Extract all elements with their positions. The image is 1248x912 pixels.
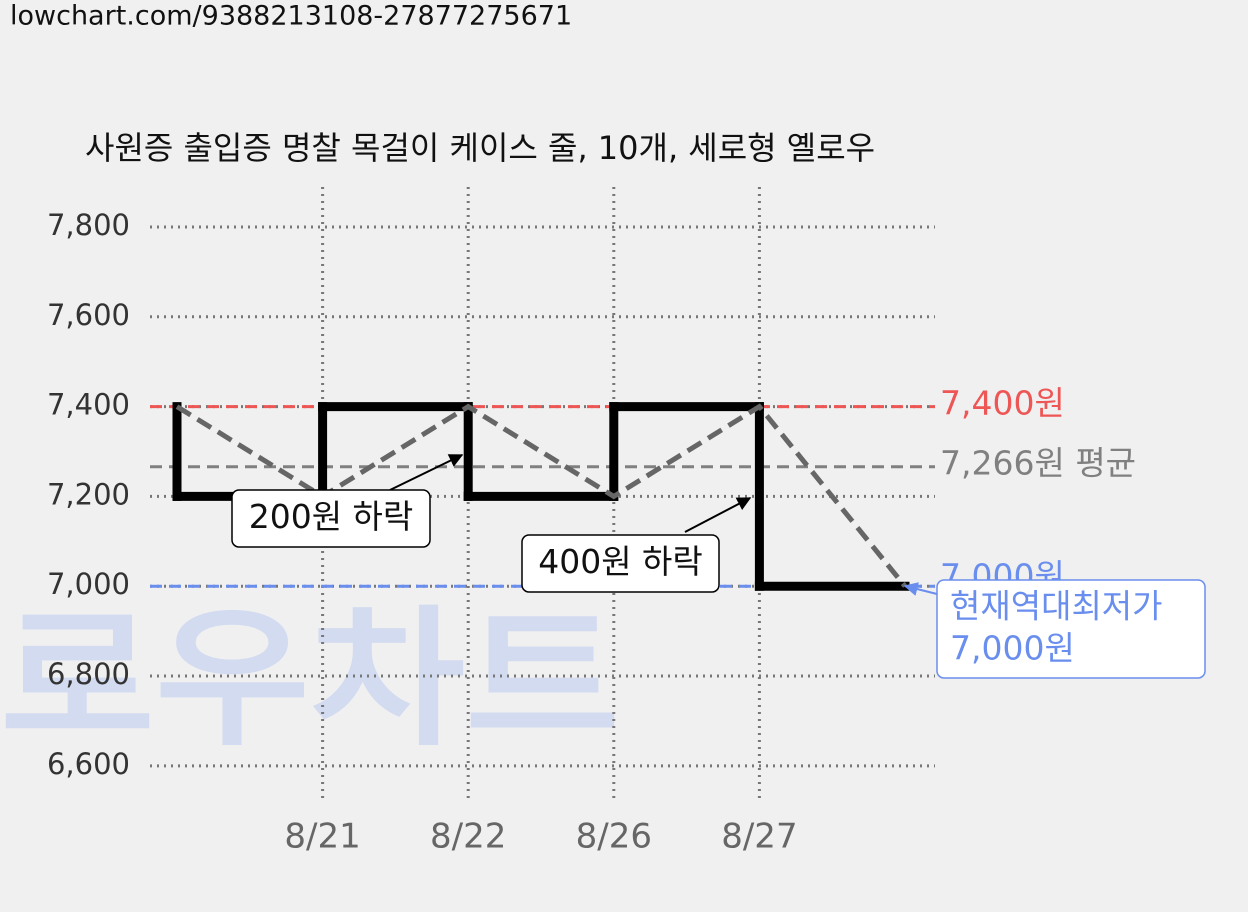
annotation-arrow [684, 497, 752, 533]
x-tick-label: 8/22 [430, 817, 506, 857]
y-tick-label: 6,800 [47, 657, 130, 691]
x-tick-label: 8/27 [721, 817, 797, 857]
x-tick-label: 8/26 [576, 817, 652, 857]
annotation-arrow [389, 454, 464, 491]
watermark: 로우차트 [0, 593, 620, 767]
annotation-text: 7,000원 [950, 629, 1075, 668]
annotation-text: 현재역대최저가 [950, 587, 1163, 626]
annotation-arrow [903, 582, 938, 596]
price-line [175, 403, 907, 588]
y-tick-label: 7,000 [47, 567, 130, 601]
y-tick-label: 7,400 [47, 388, 130, 422]
y-tick-label: 7,600 [47, 298, 130, 332]
x-tick-label: 8/21 [284, 817, 360, 857]
url: lowchart.com/9388213108-27877275671 [10, 1, 572, 32]
annotation-text: 400원 하락 [538, 542, 703, 581]
annotation-box [231, 489, 431, 548]
reference-label: 7,266원 평균 [940, 444, 1136, 483]
chart-title: 사원증 출입증 명찰 목걸이 케이스 줄, 10개, 세로형 옐로우 [85, 129, 875, 167]
y-tick-label: 7,800 [47, 208, 130, 242]
annotation-text: 200원 하락 [249, 497, 414, 536]
annotation-box [521, 534, 720, 593]
y-tick-label: 7,200 [47, 477, 130, 511]
annotation-box [936, 579, 1206, 679]
y-tick-label: 6,600 [47, 747, 130, 781]
reference-label: 7,400원 [940, 384, 1065, 423]
